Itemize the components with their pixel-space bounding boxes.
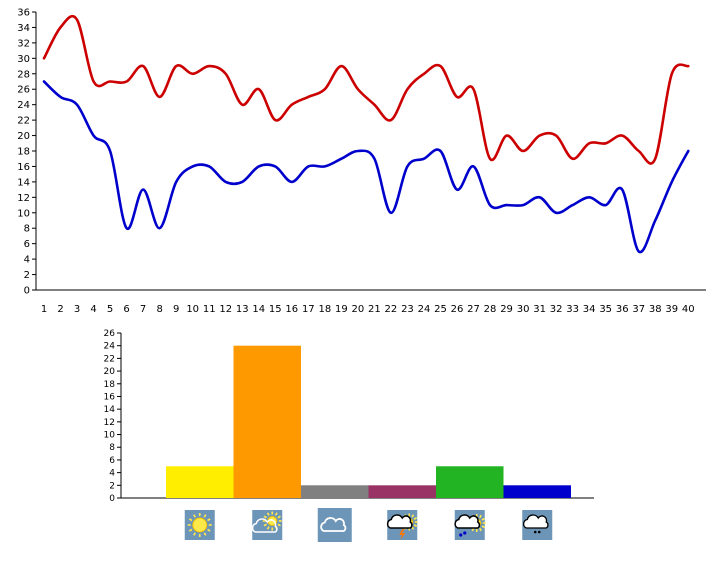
x-tick-label: 16 (285, 304, 298, 315)
y-tick-label: 26 (17, 85, 30, 96)
x-tick-label: 39 (665, 304, 678, 315)
y-tick-label: 6 (24, 239, 30, 250)
rain-icon (522, 510, 553, 540)
bar-rain-cloud (503, 485, 571, 498)
x-tick-label: 35 (599, 304, 612, 315)
x-tick-label: 29 (500, 304, 513, 315)
x-tick-label: 15 (269, 304, 282, 315)
series-lines (42, 14, 690, 254)
x-tick-label: 7 (140, 304, 146, 315)
y-tick-label: 20 (17, 131, 30, 142)
y-tick-label: 2 (109, 481, 115, 491)
y-tick-label: 4 (24, 255, 30, 266)
y-tick-label: 24 (104, 342, 116, 352)
x-tick-label: 18 (318, 304, 331, 315)
x-tick-label: 10 (186, 304, 199, 315)
x-tick-label: 38 (649, 304, 662, 315)
y-tick-label: 22 (17, 116, 30, 127)
y-tick-label: 8 (24, 224, 30, 235)
rain-sun-icon (454, 510, 486, 540)
sun-icon (184, 510, 215, 540)
x-tick-label: 25 (434, 304, 447, 315)
x-tick-label: 27 (467, 304, 480, 315)
partly-cloudy-icon (251, 510, 283, 540)
x-tick-label: 12 (219, 304, 232, 315)
x-tick-label: 34 (583, 304, 596, 315)
y-tick-label: 14 (104, 405, 116, 415)
x-tick-label: 17 (302, 304, 315, 315)
y-tick-label: 16 (104, 392, 116, 402)
y-tick-label: 16 (17, 162, 30, 173)
y-tick-label: 20 (104, 367, 116, 377)
x-tick-label: 8 (156, 304, 162, 315)
y-tick-label: 6 (109, 456, 115, 466)
x-tick-label: 33 (566, 304, 579, 315)
y-tick-label: 34 (17, 23, 30, 34)
bar-thunderstorm (368, 485, 436, 498)
bar-sunny (166, 466, 234, 498)
y-tick-label: 10 (17, 208, 30, 219)
bar-sun-behind-cloud (233, 345, 301, 498)
bar-cloudy (301, 485, 369, 498)
y-tick-label: 10 (104, 431, 116, 441)
y-tick-label: 4 (109, 469, 115, 479)
category-icons (184, 508, 553, 542)
x-tick-label: 13 (236, 304, 249, 315)
x-tick-label: 9 (173, 304, 179, 315)
x-tick-label: 31 (533, 304, 546, 315)
x-tick-label: 23 (401, 304, 414, 315)
series-line-1 (42, 14, 690, 165)
x-tick-label: 28 (484, 304, 497, 315)
y-tick-label: 14 (17, 177, 30, 188)
x-tick-label: 40 (682, 304, 695, 315)
x-tick-label: 19 (335, 304, 348, 315)
x-tick-label: 22 (385, 304, 398, 315)
y-tick-label: 24 (17, 100, 30, 111)
y-tick-label: 12 (17, 193, 30, 204)
thunderstorm-icon (386, 510, 418, 540)
x-tick-label: 20 (352, 304, 365, 315)
x-tick-label: 6 (123, 304, 129, 315)
x-tick-label: 1 (41, 304, 47, 315)
y-tick-label: 26 (104, 329, 116, 339)
x-tick-label: 32 (550, 304, 563, 315)
x-tick-label: 2 (57, 304, 63, 315)
x-tick-label: 21 (368, 304, 381, 315)
y-tick-label: 0 (24, 286, 30, 297)
y-tick-label: 32 (17, 38, 30, 49)
x-tick-label: 24 (418, 304, 431, 315)
bars (166, 345, 571, 498)
x-tick-label: 4 (90, 304, 96, 315)
y-tick-label: 12 (104, 418, 115, 428)
x-tick-labels: 1 2 3 4 5 6 7 8 9 10 11 12 13 14 15 16 17 18 19 20 21 22 23 24 2… (41, 304, 695, 315)
y-tick-label: 22 (104, 354, 115, 364)
y-tick-label: 18 (104, 380, 116, 390)
y-tick-label: 28 (17, 69, 30, 80)
y-tick-label: 0 (109, 494, 115, 504)
x-tick-label: 30 (517, 304, 530, 315)
x-tick-label: 5 (107, 304, 113, 315)
x-tick-label: 11 (203, 304, 216, 315)
x-tick-label: 3 (74, 304, 80, 315)
y-tick-label: 30 (17, 54, 30, 65)
y-tick-label: 18 (17, 147, 30, 158)
cloud-icon (317, 508, 352, 542)
x-tick-label: 26 (451, 304, 464, 315)
x-tick-label: 36 (616, 304, 629, 315)
y-tick-label: 36 (17, 8, 30, 19)
x-tick-label: 37 (632, 304, 645, 315)
x-tick-label: 14 (252, 304, 265, 315)
y-tick-label: 2 (24, 270, 30, 281)
series-line-2 (42, 80, 690, 254)
y-tick-label: 8 (109, 443, 115, 453)
bar-rain-sun-cloud (436, 466, 504, 498)
